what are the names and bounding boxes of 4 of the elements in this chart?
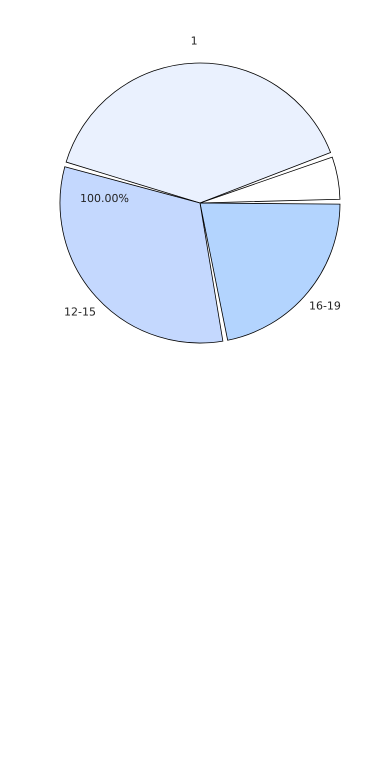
text: 100.00% [80,192,129,205]
slice-label: 16-19 [308,300,341,313]
slice-label: 1 [190,34,198,48]
slice-label: 12-15 [64,305,96,318]
